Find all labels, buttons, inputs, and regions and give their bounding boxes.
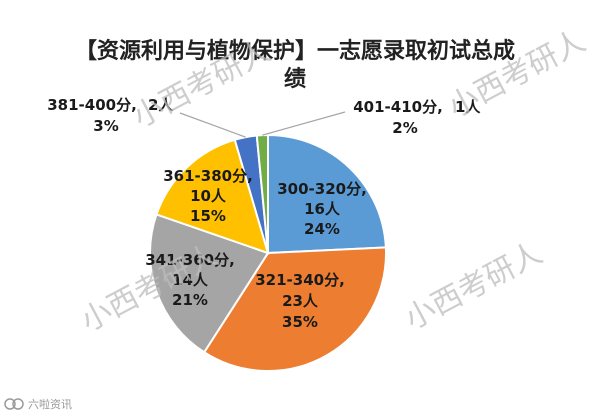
slice-range-label: 401-410分, — [353, 98, 443, 116]
chart-title-line2: 绩 — [284, 66, 306, 92]
slice-percent-label: 3% — [93, 117, 118, 135]
slice-range-label: 381-400分, — [47, 96, 137, 114]
slice-count-label: 1人 — [455, 98, 481, 116]
pie-slice-2 — [149, 213, 270, 354]
slice-range-label: 361-380分, — [163, 167, 253, 185]
slice-percent-label: 21% — [172, 291, 208, 309]
footer-brand: 六啦资讯 — [4, 397, 72, 411]
slice-range-label: 321-340分, — [255, 271, 345, 289]
slice-range-label: 341-360分, — [145, 251, 235, 269]
slice-label-381-400: 381-400分, 2人 3% — [47, 96, 174, 135]
leader-lines — [179, 111, 346, 138]
slice-label-341-360: 341-360分, 14人 21% — [145, 251, 235, 309]
slice-label-401-410: 401-410分, 1人 2% — [353, 98, 481, 137]
pie-slice-3 — [155, 138, 270, 255]
slice-count-label: 14人 — [172, 271, 209, 289]
pie-slice-0 — [267, 133, 387, 255]
slice-label-300-320: 300-320分, 16人 24% — [277, 180, 367, 238]
brand-logo-icon — [4, 398, 24, 410]
slice-count-label: 23人 — [282, 292, 319, 310]
slice-percent-label: 35% — [282, 313, 318, 331]
pie-slice-5 — [255, 133, 269, 254]
chart-title-line1: 【资源利用与植物保护】一志愿录取初试总成 — [75, 38, 515, 64]
slice-count-label: 2人 — [148, 96, 174, 114]
slice-count-label: 10人 — [190, 187, 227, 205]
slice-percent-label: 24% — [304, 220, 340, 238]
watermark-text: 小西考研人 — [399, 236, 548, 337]
pie-slice-1 — [202, 246, 387, 372]
slice-label-321-340: 321-340分, 23人 35% — [255, 271, 345, 331]
brand-name: 六啦资讯 — [28, 397, 72, 411]
slice-range-label: 300-320分, — [277, 180, 367, 198]
slice-percent-label: 2% — [392, 119, 417, 137]
slice-label-361-380: 361-380分, 10人 15% — [163, 167, 253, 225]
slice-percent-label: 15% — [190, 207, 226, 225]
leader-line-5 — [262, 111, 346, 136]
pie-slices — [149, 133, 387, 372]
slice-count-label: 16人 — [304, 200, 341, 218]
leader-line-4 — [179, 112, 246, 138]
